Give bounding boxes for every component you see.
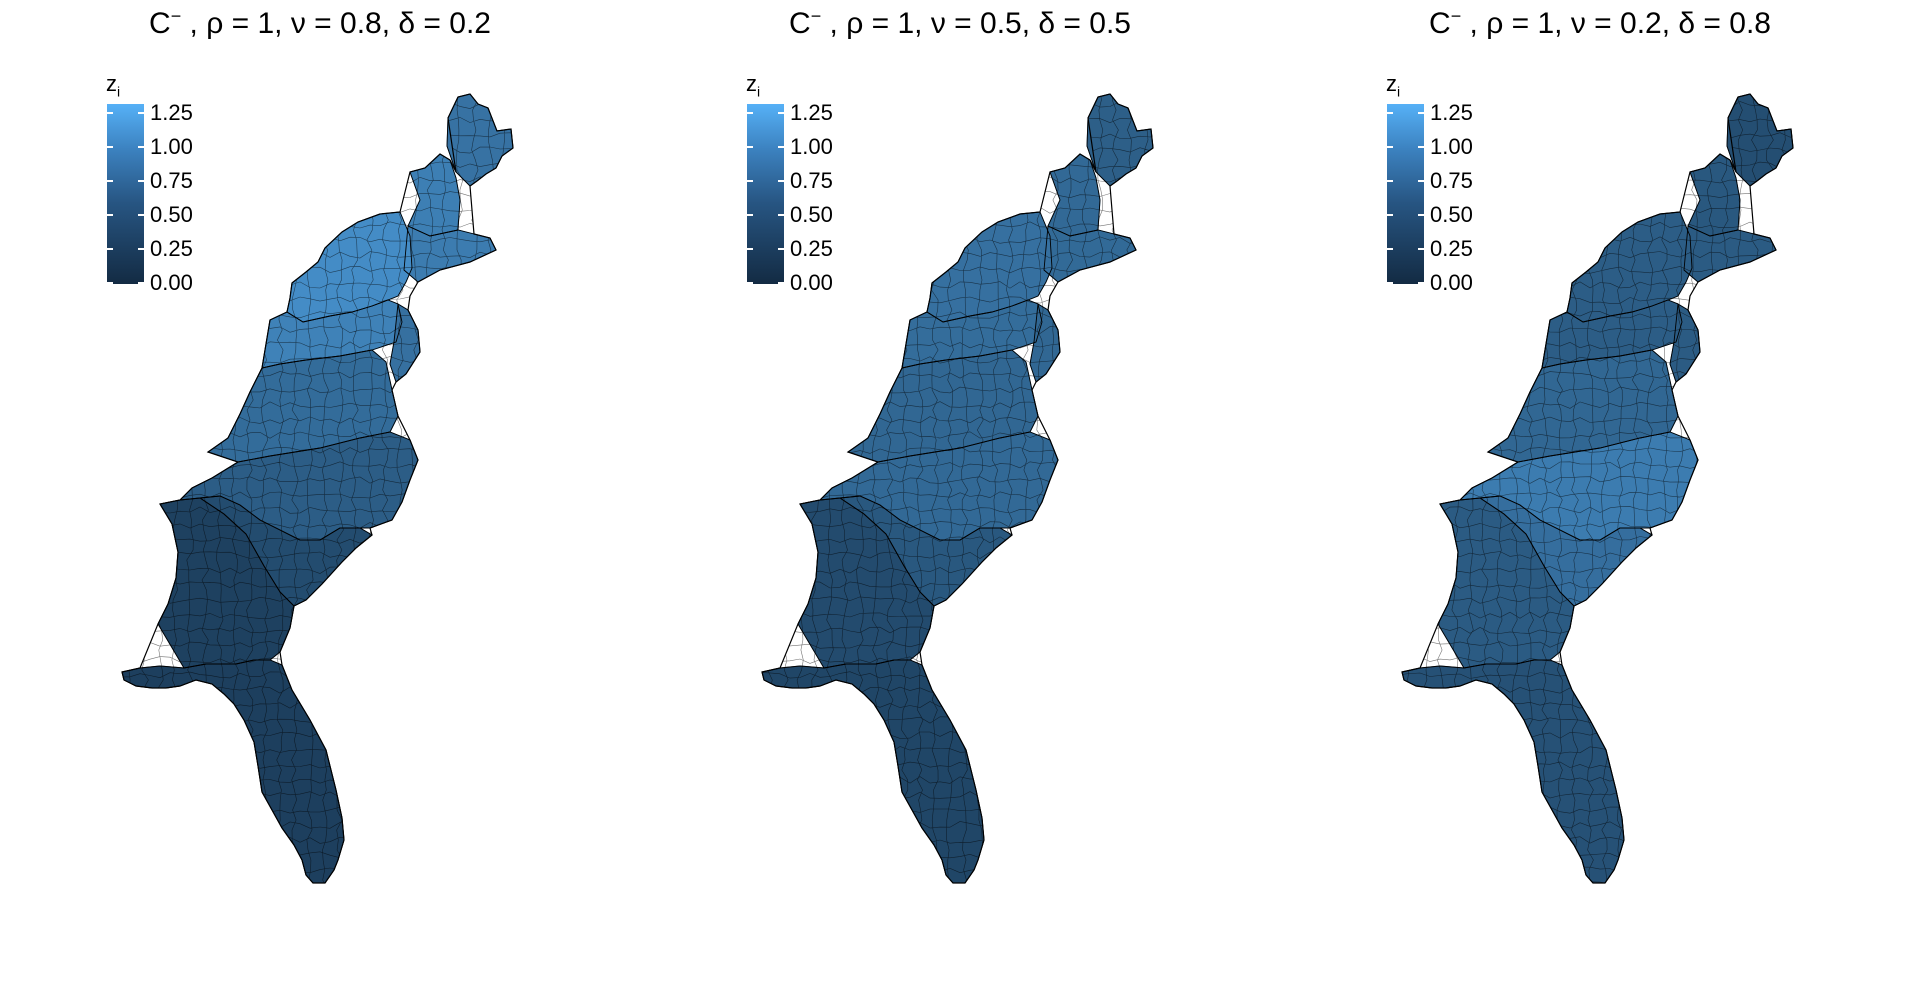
region-florida <box>121 659 345 884</box>
legend-title: zi <box>1386 71 1401 100</box>
legend-label: 1.00 <box>150 134 193 159</box>
legend-label: 0.50 <box>790 202 833 227</box>
choropleth-map <box>1401 93 1794 884</box>
map-panel-2: C− , ρ = 1, ν = 0.5, δ = 0.5 zi 1.25 1.0… <box>640 0 1280 1002</box>
region-massachusetts-connecticut <box>403 225 497 283</box>
legend-title: zi <box>106 71 121 100</box>
legend-colorbar <box>1387 104 1424 284</box>
legend-label: 0.50 <box>150 202 193 227</box>
legend-colorbar <box>747 104 784 284</box>
panel-title: C− , ρ = 1, ν = 0.2, δ = 0.8 <box>1429 6 1771 40</box>
legend-label: 0.25 <box>1430 236 1473 261</box>
legend-label: 0.25 <box>150 236 193 261</box>
map-outline <box>1401 93 1794 884</box>
region-florida <box>1401 659 1625 884</box>
panel-title: C− , ρ = 1, ν = 0.8, δ = 0.2 <box>149 6 491 40</box>
legend-label: 0.75 <box>1430 168 1473 193</box>
legend-label: 1.25 <box>1430 100 1473 125</box>
choropleth-map <box>121 93 514 884</box>
legend-label: 0.25 <box>790 236 833 261</box>
region-maine <box>1086 93 1154 187</box>
legend-colorbar <box>107 104 144 284</box>
panel-title: C− , ρ = 1, ν = 0.5, δ = 0.5 <box>789 6 1131 40</box>
legend-label: 0.75 <box>150 168 193 193</box>
legend-label: 0.75 <box>790 168 833 193</box>
region-florida <box>761 659 985 884</box>
map-outline <box>761 93 1154 884</box>
region-maine <box>1726 93 1794 187</box>
legend-label: 1.00 <box>1430 134 1473 159</box>
legend-label: 0.00 <box>1430 270 1473 295</box>
choropleth-map <box>761 93 1154 884</box>
legend-label: 0.00 <box>150 270 193 295</box>
map-panel-1: C− , ρ = 1, ν = 0.8, δ = 0.2 zi 1.25 1.0… <box>0 0 640 1002</box>
legend-label: 1.25 <box>790 100 833 125</box>
legend-label: 0.50 <box>1430 202 1473 227</box>
legend-label: 1.00 <box>790 134 833 159</box>
legend-label: 0.00 <box>790 270 833 295</box>
map-panel-3: C− , ρ = 1, ν = 0.2, δ = 0.8 zi 1.25 1.0… <box>1280 0 1920 1002</box>
map-outline <box>121 93 514 884</box>
legend-label: 1.25 <box>150 100 193 125</box>
region-massachusetts-connecticut <box>1683 225 1777 283</box>
legend-title: zi <box>746 71 761 100</box>
